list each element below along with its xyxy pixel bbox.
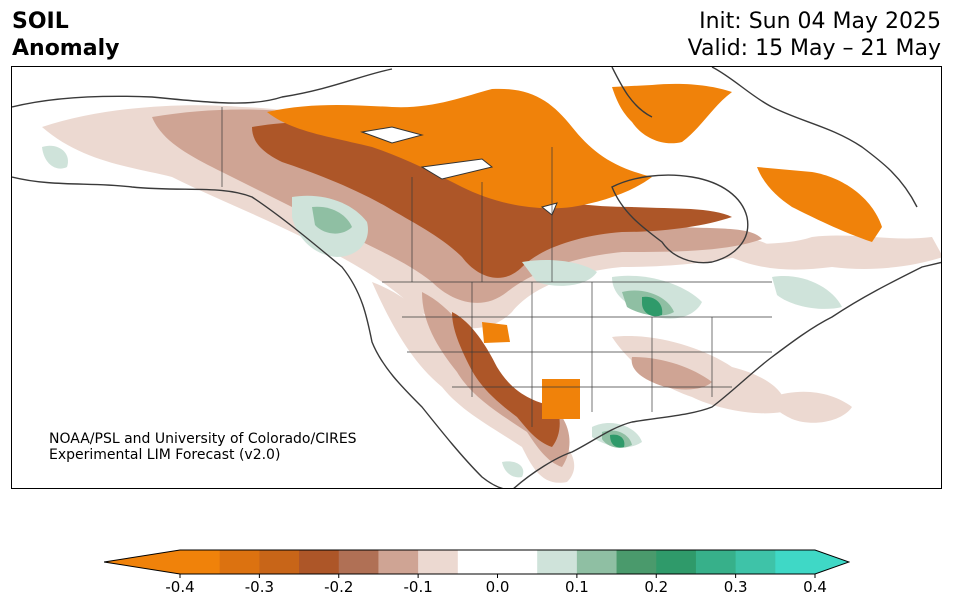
colorbar-tick-label: -0.4 <box>165 578 195 596</box>
state-borders <box>221 107 772 427</box>
colorbar-segment <box>735 550 776 574</box>
colorbar-segment <box>497 550 538 574</box>
map-panel[interactable] <box>11 66 942 489</box>
colorbar-under-arrow <box>104 550 180 574</box>
colorbar-tick-label: 0.3 <box>723 578 748 596</box>
colorbar-segment <box>457 550 498 574</box>
colorbar-over-arrow <box>815 550 849 574</box>
valid-range: Valid: 15 May – 21 May <box>687 36 941 61</box>
attribution-line-2: Experimental LIM Forecast (v2.0) <box>49 447 281 463</box>
dry-strong-areas <box>267 83 882 419</box>
coastlines <box>12 67 941 488</box>
dry-mid-areas <box>252 122 732 447</box>
map-title: SOIL Anomaly <box>12 8 119 62</box>
colorbar <box>104 549 850 578</box>
init-date: Init: Sun 04 May 2025 <box>699 9 941 34</box>
colorbar-tick-label: 0.4 <box>803 578 827 596</box>
colorbar-segment <box>775 550 816 574</box>
colorbar-segment <box>259 550 300 574</box>
colorbar-segment <box>338 550 379 574</box>
colorbar-tick-label: -0.2 <box>324 578 354 596</box>
colorbar-segment <box>299 550 340 574</box>
forecast-dates: Init: Sun 04 May 2025 Valid: 15 May – 21… <box>688 8 941 62</box>
colorbar-segment <box>180 550 221 574</box>
colorbar-segment <box>656 550 697 574</box>
colorbar-segment <box>378 550 419 574</box>
wet-strong-areas <box>610 296 663 448</box>
colorbar-segment <box>537 550 578 574</box>
colorbar-segment <box>418 550 459 574</box>
attribution-line-1: NOAA/PSL and University of Colorado/CIRE… <box>49 431 357 447</box>
anomaly-map <box>12 67 941 488</box>
colorbar-tick-label: -0.1 <box>403 578 433 596</box>
title-line-1: SOIL <box>12 9 69 34</box>
lakes <box>360 126 558 216</box>
colorbar-segment <box>576 550 618 574</box>
colorbar-tick-label: 0.2 <box>644 578 669 596</box>
colorbar-tick-label: 0.0 <box>485 578 510 596</box>
colorbar-segment <box>219 550 260 574</box>
colorbar-tick-label: 0.1 <box>564 578 589 596</box>
attribution: NOAA/PSL and University of Colorado/CIRE… <box>49 431 357 463</box>
title-line-2: Anomaly <box>12 36 120 61</box>
colorbar-segment <box>616 550 657 574</box>
colorbar-tick-label: -0.3 <box>244 578 275 596</box>
colorbar-segment <box>695 550 737 574</box>
